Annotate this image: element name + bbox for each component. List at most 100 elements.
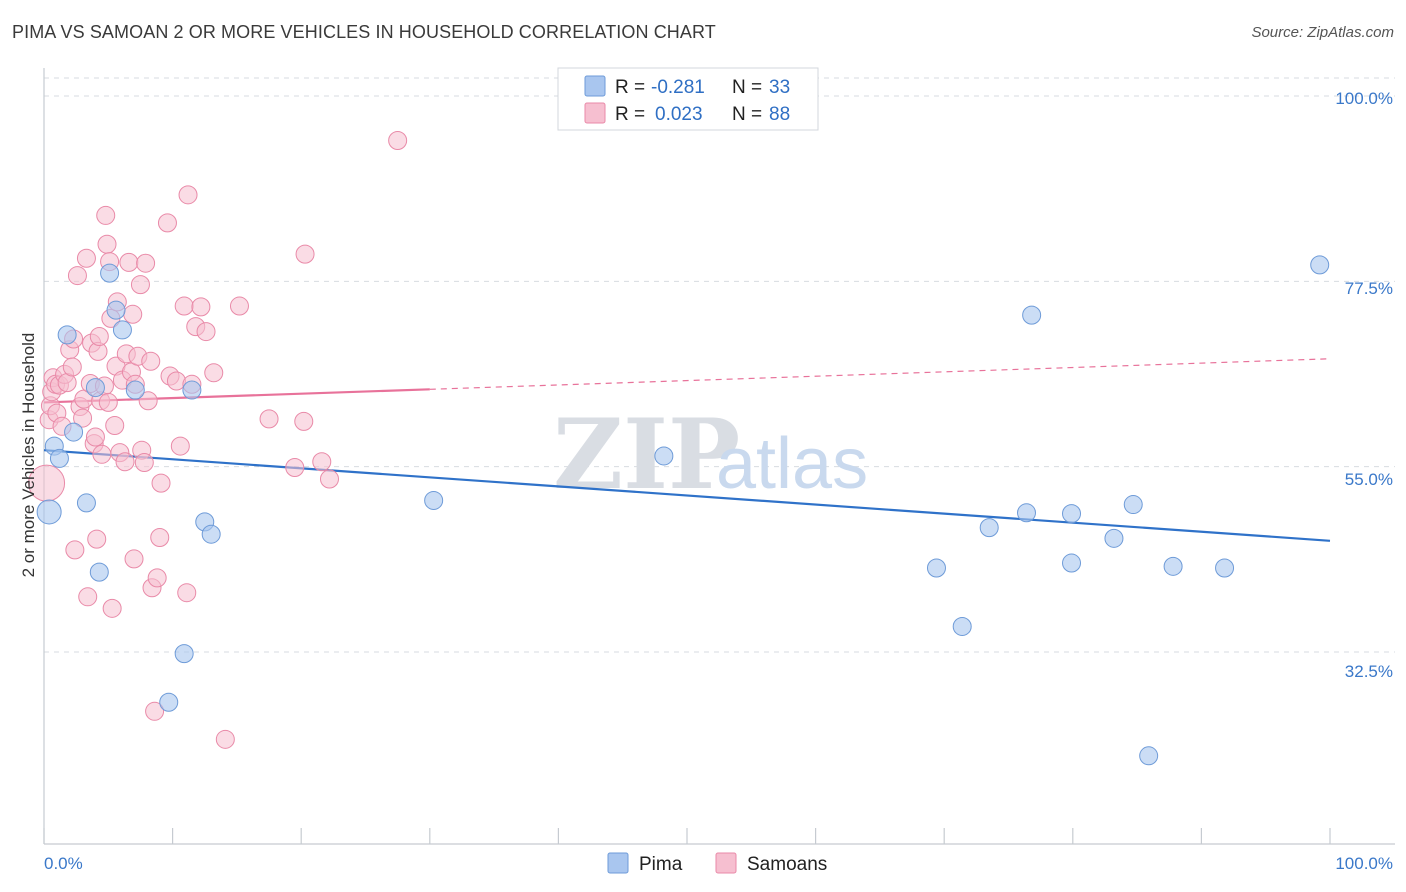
samoans-point [97,234,117,254]
samoans-point [130,275,150,295]
samoans-point [92,444,112,464]
pima-point [979,518,999,538]
samoans-point [145,701,165,721]
legend: R = -0.281 N = 33 R = 0.023 N = 88 [557,67,819,131]
bottom-legend-swatch-pima [607,852,629,874]
pima-point [112,320,132,340]
pima-point [926,558,946,578]
legend-pima-r: -0.281 [651,77,705,98]
samoans-point [388,130,408,150]
pima-point [125,380,145,400]
pima-point [1017,503,1037,523]
y-tick-label: 32.5% [1345,662,1393,681]
pima-point [182,380,202,400]
pima-point [952,616,972,636]
samoans-point [178,185,198,205]
samoans-point [62,357,82,377]
pima-point [1215,558,1235,578]
data-points [28,130,1330,766]
chart-title: PIMA VS SAMOAN 2 OR MORE VEHICLES IN HOU… [12,22,716,42]
samoans-point [166,371,186,391]
samoans-point [115,452,135,472]
samoans-point [134,453,154,473]
pima-point [89,562,109,582]
pima-point [1139,746,1159,766]
pima-point [76,493,96,513]
pima-point [1310,255,1330,275]
pima-trend-line [43,449,1331,542]
legend-n-label: N = [732,77,762,98]
y-tick-label: 100.0% [1335,89,1393,108]
pima-point [100,263,120,283]
y-axis-label: 2 or more Vehicles in Household [19,333,38,578]
samoans-point [174,296,194,316]
samoans-point [76,248,96,268]
pima-point [1123,495,1143,515]
legend-swatch-pima [584,75,606,97]
samoans-point [295,244,315,264]
samoans-point [89,327,109,347]
pima-point [424,490,444,510]
samoans-point [136,253,156,273]
samoans-point [138,391,158,411]
samoans-point [215,729,235,749]
pima-point [1163,556,1183,576]
pima-point [1062,553,1082,573]
legend-pima-n: 33 [769,77,790,98]
pima-point [201,524,221,544]
watermark: ZIP atlas [553,398,868,511]
bottom-legend-swatch-samoans [715,852,737,874]
pima-point [174,644,194,664]
samoans-point [98,392,118,412]
samoans-point [229,296,249,316]
samoans-point [170,436,190,456]
samoans-point [285,457,305,477]
axes [43,68,1395,845]
legend-samoans-n: 88 [769,104,790,125]
source-label: Source: ZipAtlas.com [1251,24,1394,41]
samoans-point [87,529,107,549]
samoans-point [119,252,139,272]
samoans-point [73,408,93,428]
pima-point [64,422,84,442]
samoans-point [96,205,116,225]
pima-point [1062,504,1082,524]
pima-point [106,300,126,320]
bottom-legend-pima: Pima [639,854,683,875]
samoans-point [177,583,197,603]
samoans-point [67,266,87,286]
samoans-point [204,363,224,383]
samoans-point [141,351,161,371]
samoans-point [312,452,332,472]
pima-point [57,325,77,345]
y-tick-label: 77.5% [1345,279,1393,298]
samoans-point [196,322,216,342]
samoans-point [319,469,339,489]
watermark-zip: ZIP [553,398,740,511]
samoans-point [259,409,279,429]
pima-point [159,692,179,712]
samoans-point [147,568,167,588]
gridlines [44,77,1395,653]
x-tick-label: 100.0% [1335,854,1393,873]
samoans-point [65,540,85,560]
samoans-point [191,297,211,317]
legend-samoans-r: 0.023 [655,104,703,125]
legend-swatch-samoans [584,102,606,124]
pima-point [49,448,69,468]
bottom-legend-samoans: Samoans [747,854,827,875]
samoans-trend-line-extension [429,358,1331,390]
samoans-point [85,427,105,447]
samoans-point [150,528,170,548]
pima-point [36,499,62,525]
legend-r-label: R = [615,77,645,98]
watermark-atlas: atlas [716,424,868,504]
samoans-point [124,549,144,569]
y-tick-label: 55.0% [1345,470,1393,489]
legend-n-label: N = [732,104,762,125]
samoans-point [151,473,171,493]
pima-point [85,378,105,398]
samoans-point [105,415,125,435]
samoans-point [294,411,314,431]
